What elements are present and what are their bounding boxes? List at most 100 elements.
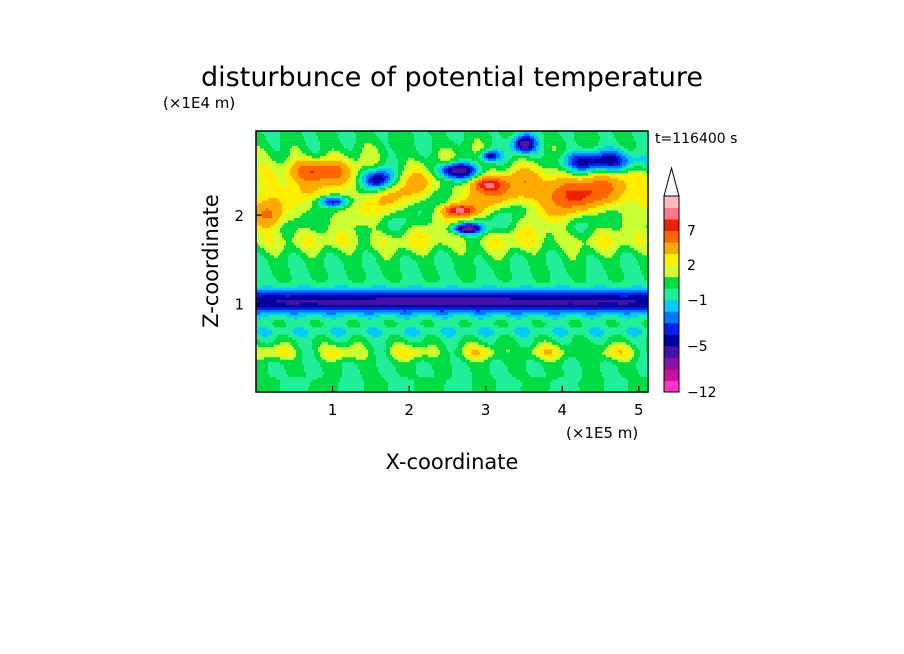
field-cell — [376, 297, 511, 301]
field-cell — [350, 195, 373, 199]
field-cell — [368, 352, 375, 356]
field-cell — [608, 277, 625, 281]
field-cell — [560, 347, 607, 351]
field-cell — [564, 163, 569, 167]
field-cell — [426, 185, 433, 189]
field-cell — [582, 178, 619, 182]
field-cell — [400, 175, 405, 179]
field-cell — [316, 255, 327, 259]
field-cell — [612, 183, 627, 187]
field-cell — [526, 208, 537, 212]
field-cell — [458, 342, 467, 346]
field-cell — [394, 150, 419, 154]
field-cell — [622, 160, 629, 164]
field-cell — [484, 354, 493, 358]
field-cell — [512, 277, 535, 281]
field-cell — [464, 138, 475, 142]
field-cell — [256, 163, 261, 167]
field-cell — [256, 369, 269, 373]
field-cell — [256, 230, 261, 234]
field-cell — [396, 190, 421, 194]
field-cell — [606, 322, 621, 326]
field-cell — [472, 145, 485, 149]
field-cell — [430, 237, 465, 241]
field-cell — [472, 322, 495, 326]
field-cell — [418, 165, 427, 169]
field-cell — [256, 170, 261, 174]
field-cell — [592, 158, 595, 162]
field-cell — [386, 188, 393, 192]
field-cell — [626, 337, 647, 341]
field-cell — [282, 183, 289, 187]
field-cell — [538, 168, 559, 172]
field-cell — [256, 384, 281, 388]
field-cell — [622, 153, 629, 157]
field-cell — [300, 247, 323, 251]
field-cell — [354, 145, 365, 149]
field-cell — [618, 302, 629, 306]
field-cell — [408, 377, 451, 381]
field-cell — [322, 198, 327, 202]
field-cell — [510, 297, 648, 301]
field-cell — [480, 138, 493, 142]
field-cell — [436, 163, 447, 167]
field-cell — [280, 215, 285, 219]
field-cell — [294, 178, 305, 182]
field-cell — [612, 334, 623, 338]
field-cell — [574, 135, 601, 140]
field-cell — [258, 344, 275, 348]
field-cell — [392, 255, 403, 259]
field-cell — [358, 240, 371, 244]
field-cell — [472, 389, 497, 392]
field-cell — [544, 369, 565, 373]
field-cell — [486, 185, 495, 189]
field-cell — [326, 230, 339, 234]
field-cell — [328, 227, 355, 232]
field-cell — [280, 389, 309, 392]
field-cell — [256, 379, 281, 383]
field-cell — [486, 148, 493, 152]
field-cell — [484, 188, 499, 192]
field-cell — [574, 218, 623, 222]
field-cell — [544, 359, 557, 363]
field-cell — [608, 163, 615, 167]
field-cell — [352, 163, 375, 167]
field-cell — [442, 168, 445, 172]
field-cell — [326, 267, 345, 271]
field-cell — [646, 178, 648, 182]
field-cell — [332, 215, 369, 219]
field-cell — [638, 359, 648, 363]
field-cell — [262, 295, 287, 299]
field-cell — [412, 173, 423, 177]
field-cell — [532, 131, 543, 135]
field-cell — [432, 140, 455, 145]
field-cell — [646, 339, 648, 343]
field-cell — [440, 329, 457, 333]
field-cell — [438, 150, 455, 154]
field-cell — [566, 190, 593, 194]
field-cell — [298, 342, 313, 346]
field-cell — [396, 314, 419, 319]
field-cell — [626, 185, 648, 189]
field-cell — [380, 252, 395, 256]
field-cell — [604, 267, 623, 271]
field-cell — [620, 148, 629, 152]
field-cell — [306, 153, 327, 157]
field-cell — [608, 173, 631, 177]
field-cell — [440, 210, 447, 214]
field-cell — [476, 170, 479, 174]
field-cell — [454, 267, 477, 271]
field-cell — [536, 242, 543, 246]
field-cell — [634, 148, 648, 152]
field-cell — [542, 354, 557, 358]
field-cell — [256, 352, 279, 356]
field-cell — [522, 317, 553, 321]
field-cell — [592, 170, 629, 174]
field-cell — [610, 235, 635, 239]
field-cell — [256, 349, 277, 353]
field-cell — [544, 143, 567, 147]
field-cell — [622, 352, 631, 356]
field-cell — [552, 198, 569, 202]
field-cell — [386, 285, 409, 289]
field-cell — [274, 235, 283, 239]
